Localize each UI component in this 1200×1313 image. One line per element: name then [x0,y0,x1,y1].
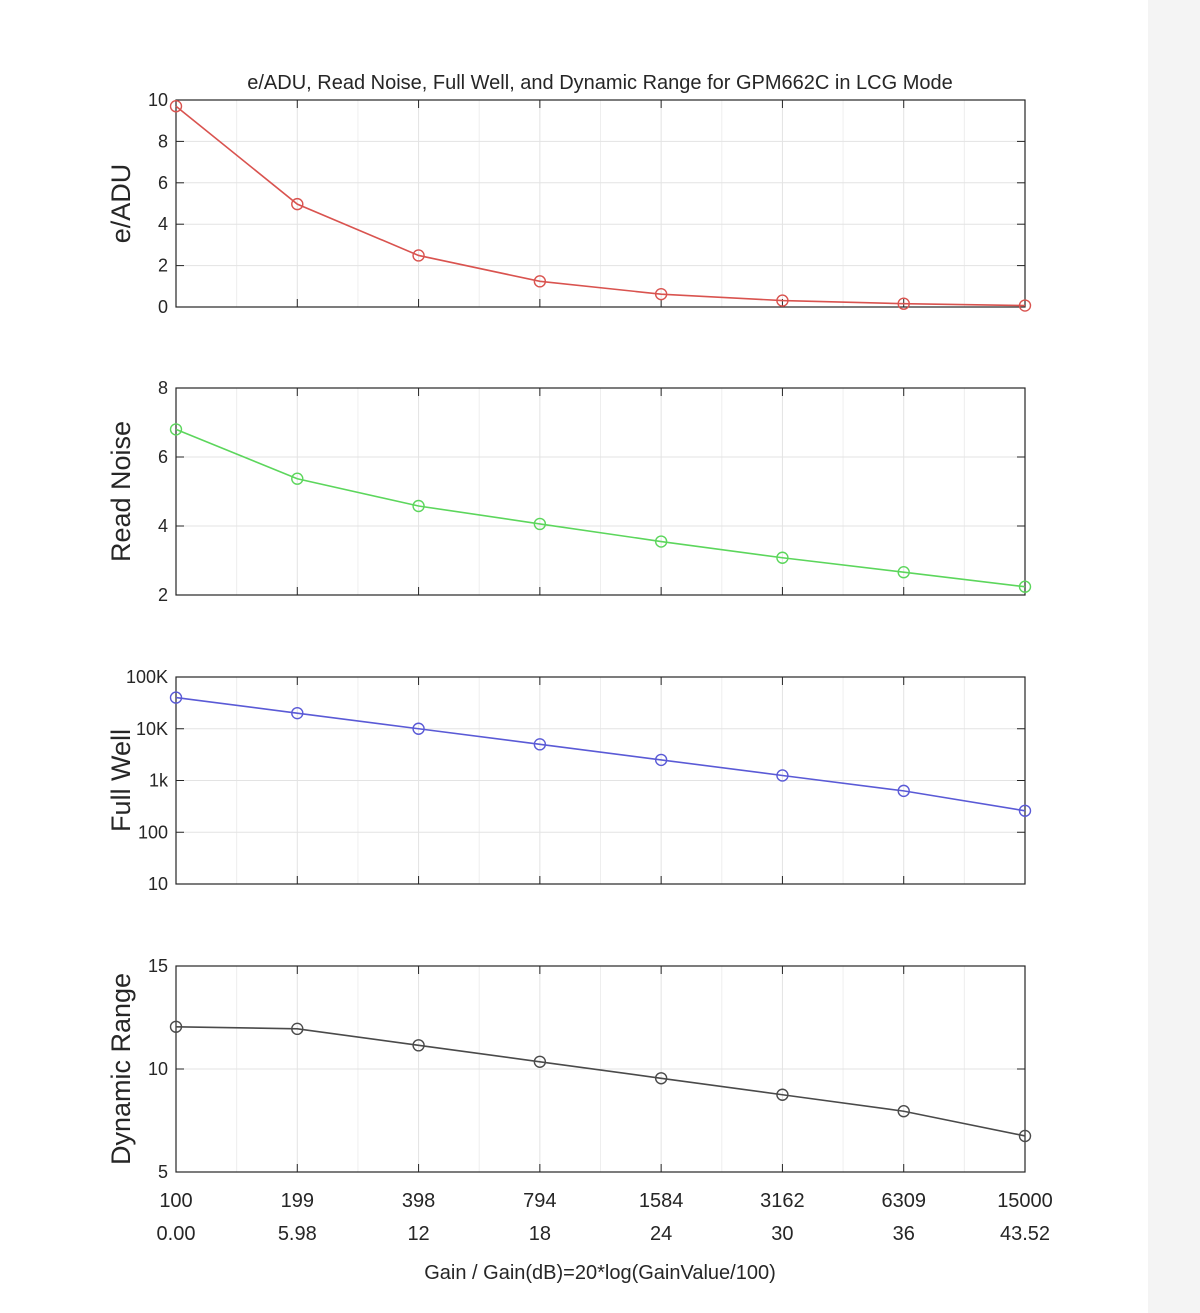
data-point [897,1105,910,1118]
data-point [533,275,547,288]
x-axis-label: Gain / Gain(dB)=20*log(GainValue/100) [424,1262,776,1284]
y-tick-label: 100 [138,822,168,842]
data-point [169,100,183,113]
x-tick-label-db: 5.98 [278,1223,317,1245]
panel-1: 0 2 4 6 8 10 e/ADU [106,90,1032,317]
x-tick-label-db: 0.00 [157,1223,196,1245]
data-point [533,517,547,531]
data-point [412,249,425,262]
data-point [291,472,304,485]
axes-box [175,387,1026,596]
panels-group: 0 2 4 6 8 10 e/ADU 2 4 6 8 Read Noise 10 100 1k 10K 100K… [106,90,1032,1182]
y-tick-label: 6 [158,173,168,193]
data-point [169,1020,183,1033]
data-point [897,784,910,798]
x-tick-label-gain: 6309 [881,1190,926,1212]
series-line [175,1025,1026,1137]
axes-box [175,99,1026,308]
panel-4: 5 10 15 Dynamic Range [106,956,1032,1182]
x-tick-label-gain: 100 [159,1190,192,1212]
y-axis-label: e/ADU [106,164,136,244]
axes-box [175,965,1026,1173]
data-point [412,499,425,513]
series-line [175,696,1026,812]
series-line [175,105,1026,307]
x-tick-label-gain: 15000 [997,1190,1053,1212]
data-point [291,197,304,211]
y-axis-label: Dynamic Range [106,973,136,1165]
chart-title: e/ADU, Read Noise, Full Well, and Dynami… [247,72,952,94]
data-point [1018,580,1032,593]
panel-2: 2 4 6 8 Read Noise [106,378,1032,605]
data-point [776,294,789,307]
y-tick-label: 10 [148,874,168,894]
data-point [412,722,425,735]
data-point [654,1072,668,1085]
data-point [897,566,910,579]
data-point [654,287,668,301]
data-point [169,423,183,436]
y-tick-label: 6 [158,447,168,467]
data-point [533,1055,547,1068]
y-tick-label: 4 [158,214,168,234]
data-point [291,1022,304,1036]
x-tick-label-gain: 794 [523,1190,556,1212]
data-point [1018,299,1032,312]
right-margin-band [1148,0,1200,1313]
x-tick-labels-db: 0.00 5.98 12 18 24 30 36 43.52 [157,1223,1051,1245]
x-tick-label-db: 24 [650,1223,672,1245]
x-tick-label-gain: 3162 [760,1190,805,1212]
data-point [897,297,910,310]
axes-box [175,676,1026,885]
y-tick-label: 5 [158,1162,168,1182]
y-tick-label: 1k [149,771,169,791]
data-point [533,738,547,751]
y-tick-label: 4 [158,516,168,536]
x-tick-label-db: 36 [893,1223,915,1245]
x-tick-label-db: 30 [771,1223,793,1245]
data-point [1018,804,1032,817]
y-tick-label: 10 [148,90,168,110]
panel-3: 10 100 1k 10K 100K Full Well [106,667,1032,894]
y-axis-label: Read Noise [106,421,136,562]
data-point [776,551,789,564]
x-tick-label-gain: 199 [281,1190,314,1212]
data-point [654,535,668,548]
data-point [412,1039,425,1052]
y-tick-label: 8 [158,378,168,398]
data-point [1018,1129,1032,1143]
x-tick-label-db: 18 [529,1223,551,1245]
x-tick-labels-gain: 100 199 398 794 1584 3162 6309 15000 [159,1190,1053,1212]
y-tick-label: 100K [126,667,168,687]
x-tick-label-db: 12 [407,1223,429,1245]
y-tick-label: 10K [136,719,168,739]
series-line [175,428,1026,588]
y-tick-label: 2 [158,256,168,276]
data-point [776,769,789,782]
x-tick-label-gain: 1584 [639,1190,684,1212]
y-tick-label: 15 [148,956,168,976]
y-tick-label: 2 [158,585,168,605]
data-point [776,1088,789,1101]
x-tick-label-gain: 398 [402,1190,435,1212]
x-tick-label-db: 43.52 [1000,1223,1050,1245]
data-point [654,753,668,767]
y-axis-label: Full Well [106,729,136,832]
data-point [291,706,304,720]
y-tick-label: 8 [158,131,168,151]
y-tick-label: 10 [148,1059,168,1079]
y-tick-label: 0 [158,297,168,317]
data-point [169,691,183,704]
